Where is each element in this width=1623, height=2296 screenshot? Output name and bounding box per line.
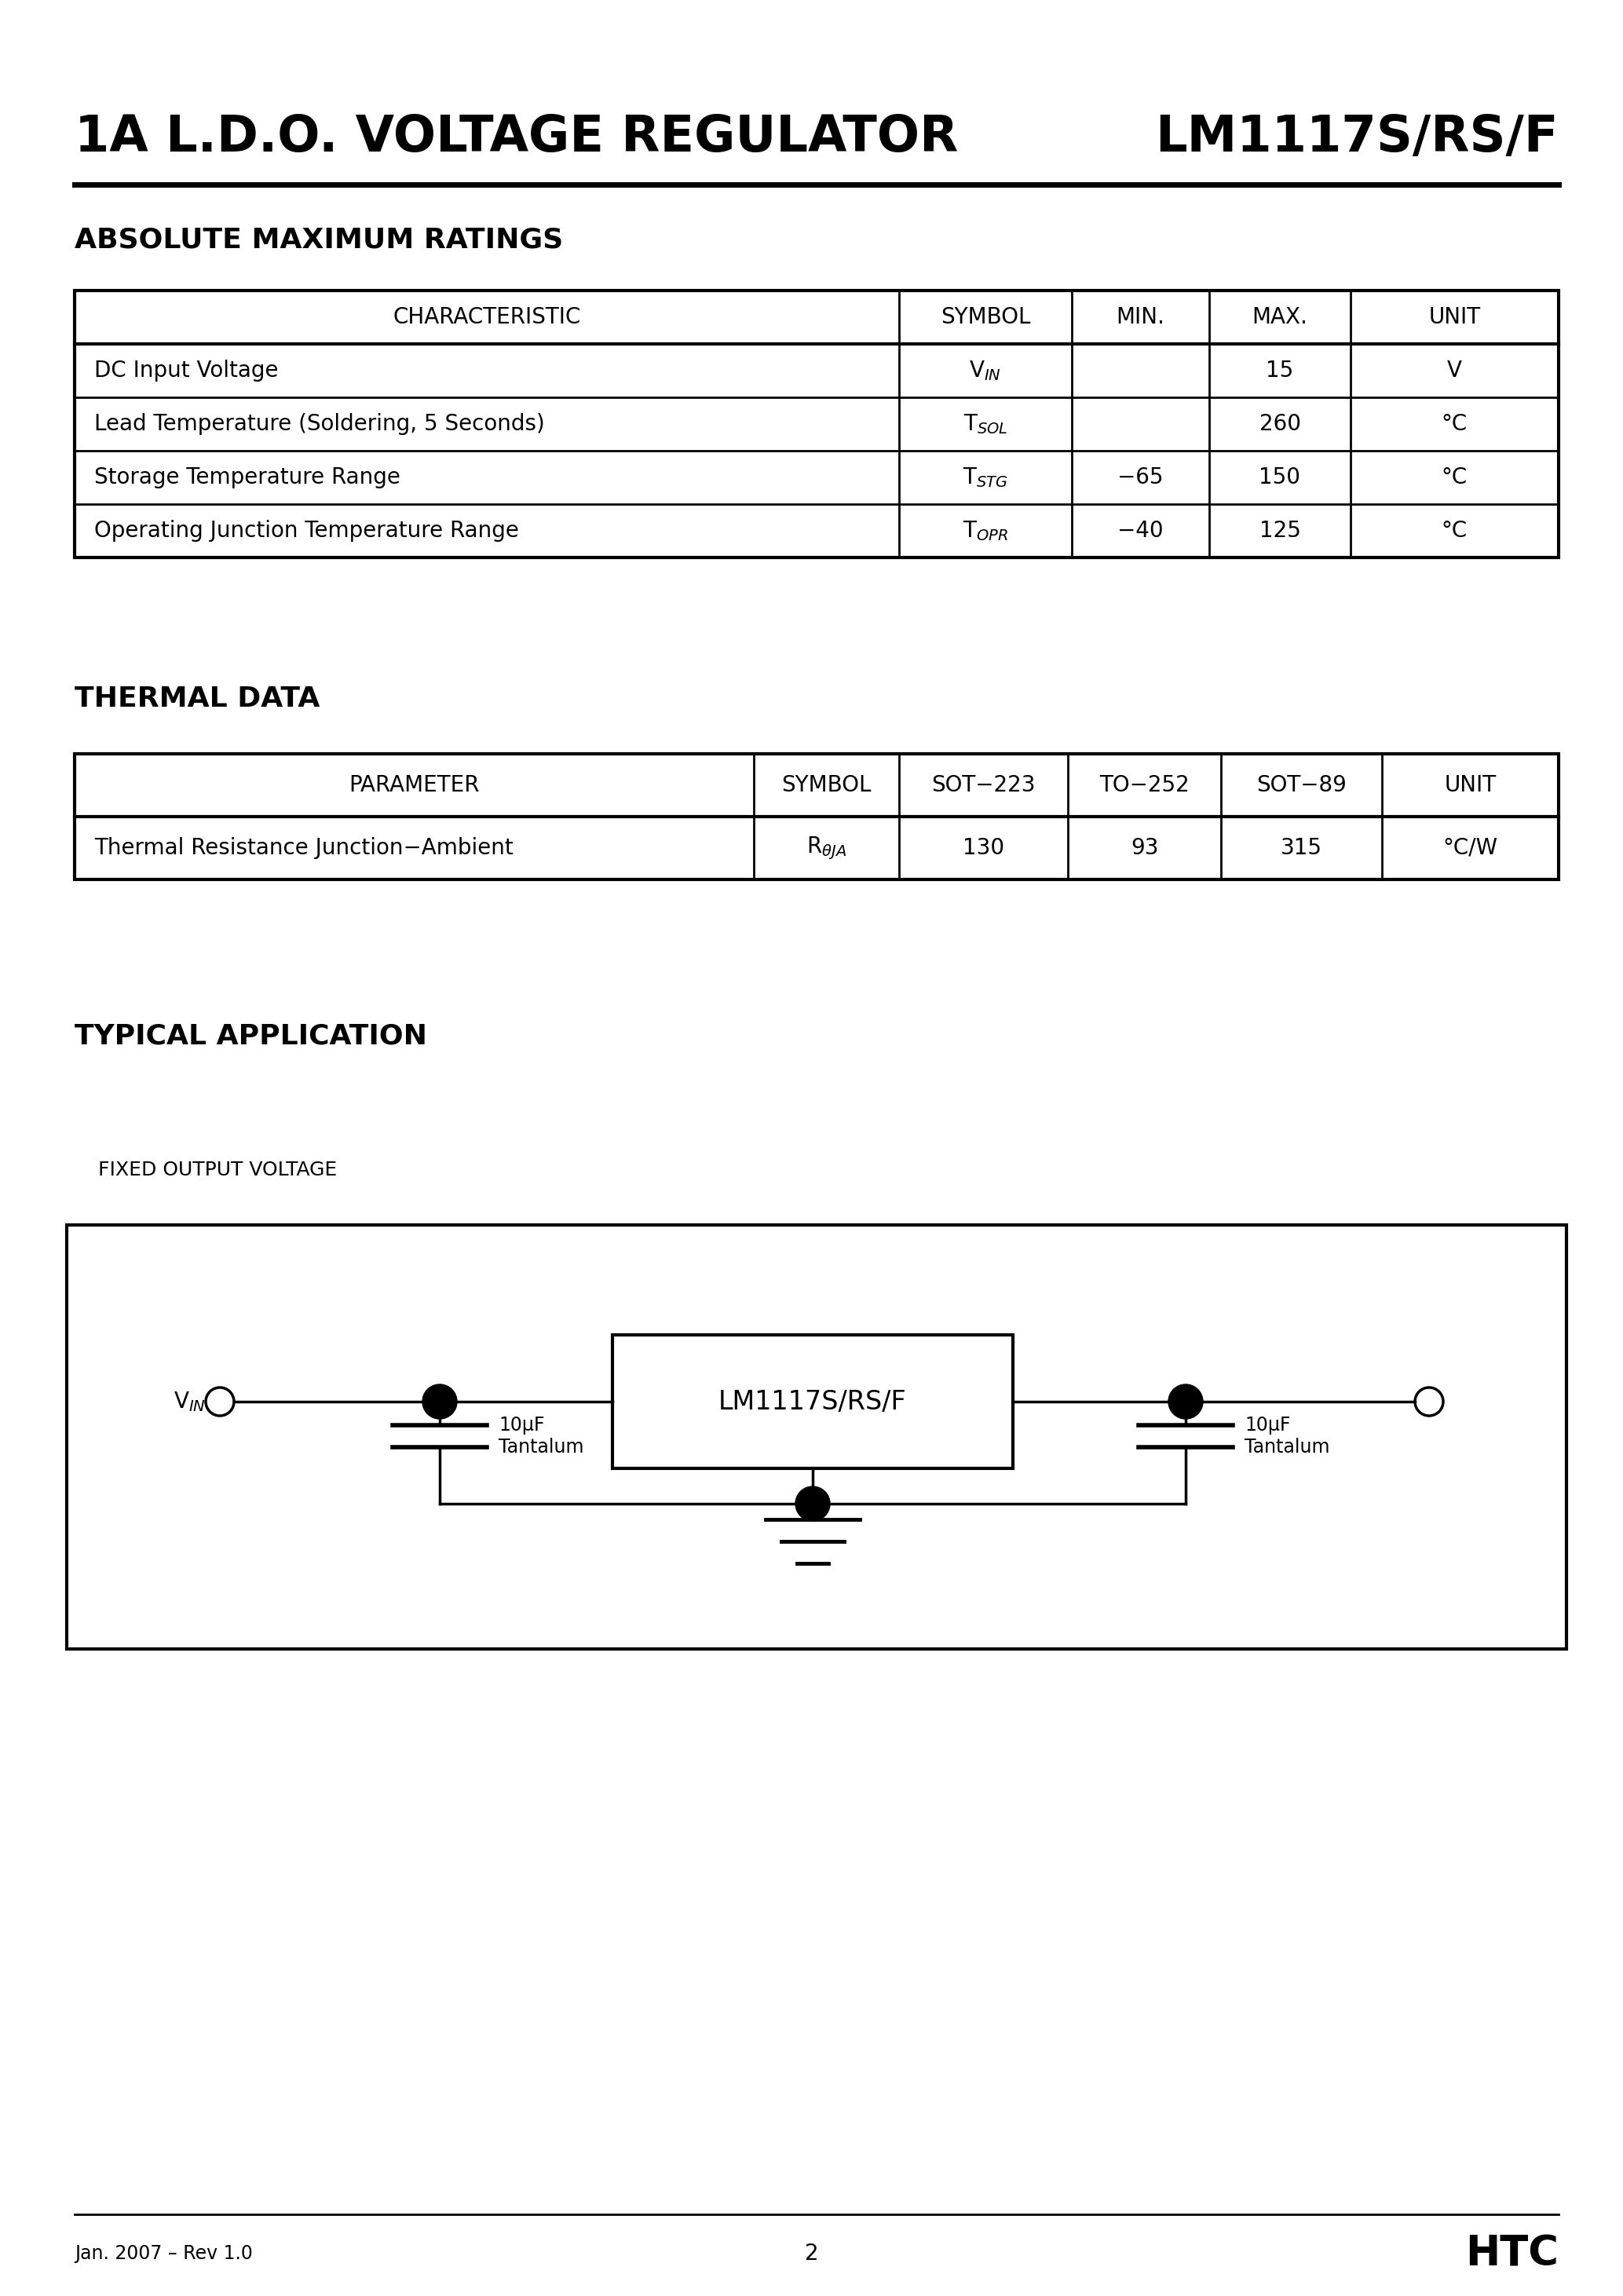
Text: UNIT: UNIT bbox=[1444, 774, 1496, 797]
Text: TO−252: TO−252 bbox=[1099, 774, 1190, 797]
Text: HTC: HTC bbox=[1466, 2234, 1558, 2273]
Text: ABSOLUTE MAXIMUM RATINGS: ABSOLUTE MAXIMUM RATINGS bbox=[75, 225, 563, 253]
Text: 2: 2 bbox=[805, 2243, 818, 2264]
Text: CHARACTERISTIC: CHARACTERISTIC bbox=[393, 305, 581, 328]
Text: MAX.: MAX. bbox=[1251, 305, 1308, 328]
Text: SOT−89: SOT−89 bbox=[1256, 774, 1347, 797]
Text: 1A L.D.O. VOLTAGE REGULATOR: 1A L.D.O. VOLTAGE REGULATOR bbox=[75, 113, 958, 161]
Text: T$_{SOL}$: T$_{SOL}$ bbox=[962, 413, 1008, 436]
Text: R$_{\theta JA}$: R$_{\theta JA}$ bbox=[807, 836, 847, 861]
Text: FIXED OUTPUT VOLTAGE: FIXED OUTPUT VOLTAGE bbox=[97, 1159, 338, 1180]
Bar bbox=[75, 292, 1558, 558]
Text: V: V bbox=[1448, 360, 1462, 381]
Text: 10μF
Tantalum: 10μF Tantalum bbox=[498, 1417, 584, 1456]
Text: −40: −40 bbox=[1118, 519, 1164, 542]
Text: 15: 15 bbox=[1266, 360, 1294, 381]
Bar bbox=[612, 1334, 1013, 1469]
Text: LM1117S/RS/F: LM1117S/RS/F bbox=[1156, 113, 1558, 161]
Text: T$_{OPR}$: T$_{OPR}$ bbox=[962, 519, 1008, 542]
Circle shape bbox=[422, 1384, 458, 1419]
Circle shape bbox=[795, 1486, 829, 1520]
Text: LM1117S/RS/F: LM1117S/RS/F bbox=[719, 1389, 907, 1414]
Text: 93: 93 bbox=[1131, 838, 1159, 859]
Text: 130: 130 bbox=[962, 838, 1005, 859]
Text: −65: −65 bbox=[1118, 466, 1164, 489]
Text: 125: 125 bbox=[1259, 519, 1300, 542]
Text: Storage Temperature Range: Storage Temperature Range bbox=[94, 466, 401, 489]
Text: TYPICAL APPLICATION: TYPICAL APPLICATION bbox=[75, 1024, 427, 1049]
Text: °C: °C bbox=[1441, 466, 1467, 489]
Text: MIN.: MIN. bbox=[1117, 305, 1165, 328]
Text: °C: °C bbox=[1441, 519, 1467, 542]
Text: SYMBOL: SYMBOL bbox=[940, 305, 1031, 328]
Text: UNIT: UNIT bbox=[1428, 305, 1480, 328]
Text: V$_{IN}$: V$_{IN}$ bbox=[969, 358, 1001, 383]
Text: 260: 260 bbox=[1259, 413, 1300, 434]
Text: DC Input Voltage: DC Input Voltage bbox=[94, 360, 279, 381]
Text: THERMAL DATA: THERMAL DATA bbox=[75, 687, 320, 712]
Text: T$_{STG}$: T$_{STG}$ bbox=[962, 466, 1008, 489]
Text: Operating Junction Temperature Range: Operating Junction Temperature Range bbox=[94, 519, 519, 542]
Text: V$_{IN}$: V$_{IN}$ bbox=[174, 1389, 206, 1414]
Circle shape bbox=[1169, 1384, 1203, 1419]
Text: Thermal Resistance Junction−Ambient: Thermal Resistance Junction−Ambient bbox=[94, 838, 513, 859]
Bar bbox=[75, 753, 1558, 879]
Text: Jan. 2007 – Rev 1.0: Jan. 2007 – Rev 1.0 bbox=[75, 2243, 253, 2264]
Text: °C/W: °C/W bbox=[1443, 838, 1498, 859]
Text: SOT−223: SOT−223 bbox=[932, 774, 1035, 797]
Text: Lead Temperature (Soldering, 5 Seconds): Lead Temperature (Soldering, 5 Seconds) bbox=[94, 413, 545, 434]
Text: PARAMETER: PARAMETER bbox=[349, 774, 479, 797]
Text: SYMBOL: SYMBOL bbox=[781, 774, 872, 797]
Text: 150: 150 bbox=[1259, 466, 1300, 489]
Bar bbox=[67, 1226, 1566, 1649]
Text: °C: °C bbox=[1441, 413, 1467, 434]
Text: 10μF
Tantalum: 10μF Tantalum bbox=[1245, 1417, 1329, 1456]
Text: 315: 315 bbox=[1281, 838, 1323, 859]
